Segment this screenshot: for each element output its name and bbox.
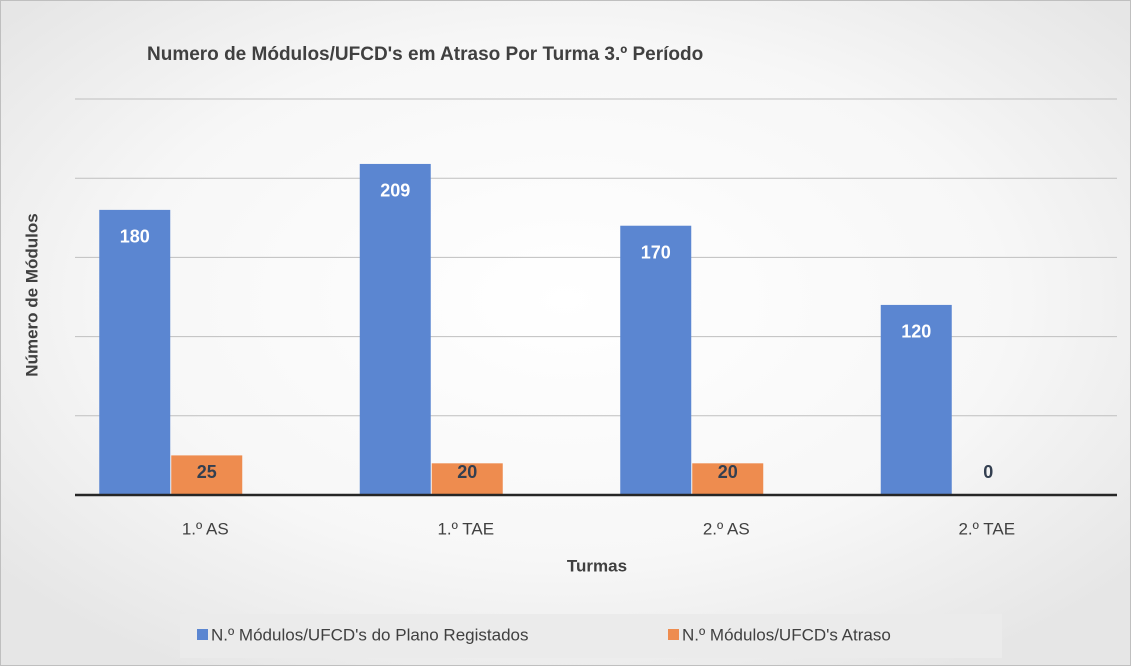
x-tick-label: 1.º AS <box>182 519 229 538</box>
data-label: 180 <box>120 227 150 247</box>
bar <box>431 463 503 495</box>
legend-swatch <box>668 629 679 640</box>
data-label: 20 <box>718 462 738 482</box>
x-tick-label: 1.º TAE <box>437 519 494 538</box>
data-label: 20 <box>457 462 477 482</box>
data-label: 0 <box>983 462 993 482</box>
bar <box>99 209 171 495</box>
bar <box>620 225 692 495</box>
x-axis-title: Turmas <box>567 556 627 575</box>
data-label: 209 <box>380 181 410 201</box>
chart-title: Numero de Módulos/UFCD's em Atraso Por T… <box>147 44 703 65</box>
y-axis-title: Número de Módulos <box>22 213 41 376</box>
data-label: 120 <box>901 322 931 342</box>
x-tick-label: 2.º TAE <box>958 519 1015 538</box>
legend-label: N.º Módulos/UFCD's Atraso <box>682 625 891 644</box>
legend-box <box>180 614 1002 658</box>
bar <box>880 304 952 495</box>
bar <box>359 163 431 495</box>
legend-swatch <box>197 629 208 640</box>
legend-label: N.º Módulos/UFCD's do Plano Registados <box>211 625 528 644</box>
bar <box>171 455 243 495</box>
bar <box>692 463 764 495</box>
x-tick-label: 2.º AS <box>703 519 750 538</box>
data-label: 170 <box>641 242 671 262</box>
data-label: 25 <box>197 462 217 482</box>
